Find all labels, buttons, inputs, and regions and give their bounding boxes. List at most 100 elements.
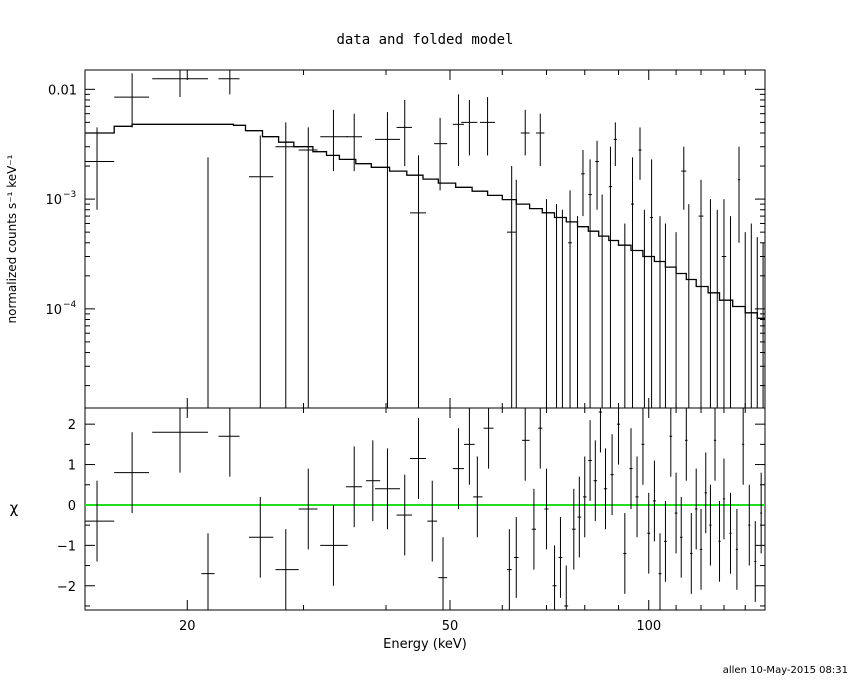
residual-points xyxy=(85,408,763,610)
residual-point xyxy=(722,458,726,540)
residual-y-tick-labels: 2 1 0 −1 −2 xyxy=(57,418,76,595)
residual-point xyxy=(704,452,707,534)
data-point xyxy=(544,199,549,409)
residual-point xyxy=(552,545,557,610)
residual-point xyxy=(483,408,494,469)
residual-point xyxy=(629,428,633,509)
residual-point xyxy=(85,480,115,562)
residual-point xyxy=(623,513,627,594)
residual-point xyxy=(201,533,215,610)
residual-point xyxy=(603,448,608,530)
data-point xyxy=(658,216,662,409)
residual-point xyxy=(641,408,645,485)
y-tick-label: 0.01 xyxy=(48,83,77,98)
residual-point xyxy=(410,418,427,499)
y-tick-label: 1 xyxy=(68,459,76,474)
residual-point xyxy=(248,496,274,578)
data-point xyxy=(248,135,274,408)
data-point xyxy=(762,242,765,409)
residual-axis-ticks xyxy=(85,408,766,610)
residual-point xyxy=(365,440,381,522)
data-point xyxy=(642,209,646,409)
data-point xyxy=(737,146,741,243)
data-point xyxy=(623,223,627,409)
x-tick-label: 20 xyxy=(179,619,196,634)
data-point xyxy=(716,209,719,409)
residual-point xyxy=(610,434,614,516)
x-tick-label: 50 xyxy=(442,619,459,634)
residual-point xyxy=(114,432,149,514)
data-point xyxy=(581,150,585,217)
chart-title: data and folded model xyxy=(336,32,513,48)
data-point xyxy=(275,122,299,408)
residual-y-axis-label: χ xyxy=(10,499,19,517)
data-point xyxy=(756,237,759,409)
residual-point xyxy=(452,428,464,509)
data-point xyxy=(434,117,448,191)
residual-panel-frame xyxy=(84,407,766,611)
residual-point xyxy=(658,533,662,610)
residual-point xyxy=(522,408,530,481)
residual-point xyxy=(593,440,598,522)
residual-point xyxy=(616,408,621,465)
residual-point xyxy=(320,504,348,586)
data-point xyxy=(479,97,496,156)
data-points xyxy=(85,70,765,409)
residual-point xyxy=(647,492,651,574)
model-step-line xyxy=(85,123,765,319)
data-point xyxy=(554,204,559,409)
residual-point xyxy=(463,408,475,485)
data-point xyxy=(218,70,240,95)
residual-point xyxy=(513,517,519,598)
data-point xyxy=(650,159,654,408)
residual-point xyxy=(679,496,683,578)
data-point xyxy=(729,216,732,409)
data-point xyxy=(536,113,545,167)
y-tick-label: −2 xyxy=(57,580,76,595)
residual-point xyxy=(396,474,413,556)
data-point xyxy=(152,70,209,98)
data-point xyxy=(638,127,642,180)
spectrum-panel-frame xyxy=(84,69,766,409)
residual-point xyxy=(582,456,587,538)
residual-point xyxy=(699,509,703,590)
residual-point xyxy=(669,408,673,477)
footer-stamp: allen 10-May-2015 08:31 xyxy=(723,665,848,676)
y-tick-label: 2 xyxy=(68,418,76,433)
data-point xyxy=(346,113,363,172)
spectrum-y-axis-label: normalized counts s⁻¹ keV⁻¹ xyxy=(5,154,19,323)
data-point xyxy=(687,204,691,409)
data-point xyxy=(201,157,215,409)
residual-point xyxy=(760,472,763,554)
data-point xyxy=(410,155,427,408)
data-point xyxy=(575,216,580,409)
data-point xyxy=(600,194,604,409)
data-point xyxy=(568,190,572,408)
data-point xyxy=(375,112,401,408)
data-point xyxy=(721,199,727,408)
residual-point xyxy=(571,488,576,570)
residual-point xyxy=(558,517,563,598)
data-point xyxy=(461,99,478,156)
data-point xyxy=(560,209,565,409)
data-point xyxy=(85,127,115,210)
x-tick-labels: 20 50 100 xyxy=(179,619,661,634)
data-point xyxy=(520,109,530,156)
data-point xyxy=(513,179,519,409)
residual-point xyxy=(427,480,438,562)
data-point xyxy=(588,159,592,408)
data-point xyxy=(613,122,617,167)
residual-point xyxy=(218,408,240,477)
data-point xyxy=(698,179,704,408)
y-tick-label: 10 xyxy=(45,193,62,208)
residual-point xyxy=(588,420,592,501)
residual-point xyxy=(438,537,448,610)
residual-point xyxy=(346,446,363,528)
residual-point xyxy=(729,492,732,574)
data-point xyxy=(681,146,687,210)
residual-point xyxy=(718,500,721,582)
residual-point xyxy=(694,468,698,550)
spectrum-axis-ticks xyxy=(85,70,766,408)
residual-point xyxy=(713,408,717,481)
